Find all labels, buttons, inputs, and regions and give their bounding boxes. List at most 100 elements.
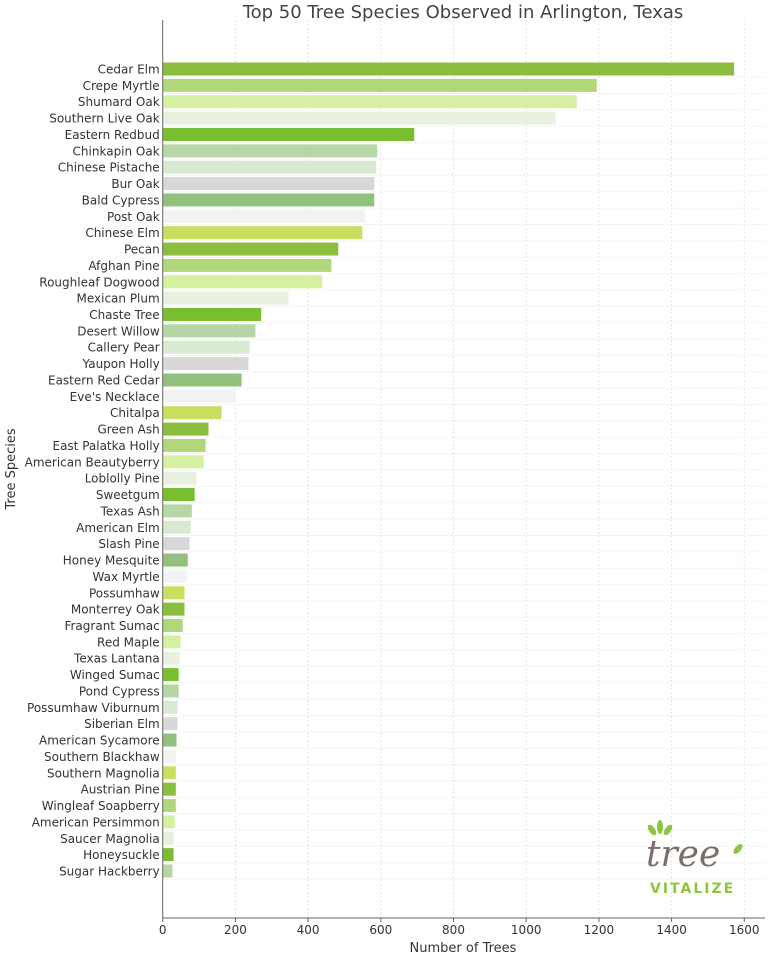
bar bbox=[162, 782, 176, 796]
bar bbox=[162, 488, 195, 502]
bar bbox=[162, 160, 377, 174]
logo-sub: VITALIZE bbox=[650, 881, 735, 897]
leaf-icon bbox=[647, 820, 743, 854]
bar bbox=[162, 78, 597, 92]
grid bbox=[162, 20, 765, 918]
bar bbox=[162, 455, 204, 469]
bar bbox=[162, 749, 176, 763]
y-tick-label: Monterrey Oak bbox=[71, 603, 160, 617]
x-axis-label: Number of Trees bbox=[410, 941, 517, 956]
bar bbox=[162, 766, 176, 780]
y-tick-label: Texas Ash bbox=[100, 504, 160, 518]
bar bbox=[162, 291, 289, 305]
y-tick-label: Southern Magnolia bbox=[47, 766, 160, 780]
bar bbox=[162, 602, 185, 616]
bar bbox=[162, 799, 176, 813]
y-tick-label: American Beautyberry bbox=[25, 455, 160, 469]
bar bbox=[162, 438, 206, 452]
bar bbox=[162, 717, 178, 731]
x-tick-label: 1600 bbox=[729, 923, 760, 937]
y-tick-label: Honeysuckle bbox=[83, 848, 160, 862]
bar bbox=[162, 275, 323, 289]
bar bbox=[162, 357, 249, 371]
bar bbox=[162, 684, 179, 698]
y-tick-label: American Elm bbox=[76, 521, 160, 535]
y-tick-label: Eve's Necklace bbox=[70, 390, 160, 404]
x-tick-label: 1000 bbox=[511, 923, 542, 937]
bar bbox=[162, 733, 177, 747]
bar bbox=[162, 700, 178, 714]
bar bbox=[162, 324, 256, 338]
y-tick-label: East Palatka Holly bbox=[52, 439, 159, 453]
y-tick-label: Mexican Plum bbox=[76, 292, 159, 306]
y-tick-label: Eastern Red Cedar bbox=[48, 373, 160, 387]
y-tick-label: Sugar Hackberry bbox=[59, 865, 160, 879]
y-tick-label: Eastern Redbud bbox=[65, 128, 160, 142]
bar bbox=[162, 569, 187, 583]
bar bbox=[162, 537, 190, 551]
y-tick-label: Sweetgum bbox=[96, 488, 160, 502]
bar bbox=[162, 226, 363, 240]
y-tick-label: Honey Mesquite bbox=[63, 554, 160, 568]
bar bbox=[162, 864, 173, 878]
y-tick-label: Wingleaf Soapberry bbox=[42, 799, 160, 813]
bar bbox=[162, 193, 375, 207]
bar bbox=[162, 635, 181, 649]
x-tick-label: 1400 bbox=[656, 923, 687, 937]
y-tick-label: Austrian Pine bbox=[81, 783, 160, 797]
y-tick-label: Southern Live Oak bbox=[49, 112, 160, 126]
y-tick-label: Desert Willow bbox=[77, 324, 160, 338]
bar bbox=[162, 389, 236, 403]
y-tick-label: Possumhaw bbox=[89, 586, 160, 600]
bar bbox=[162, 127, 415, 141]
bar bbox=[162, 520, 191, 534]
x-tick-label: 400 bbox=[297, 923, 320, 937]
y-tick-label: American Sycamore bbox=[39, 734, 160, 748]
x-tick-label: 200 bbox=[224, 923, 247, 937]
y-tick-label: Chinese Elm bbox=[85, 226, 159, 240]
bar bbox=[162, 668, 179, 682]
bar bbox=[162, 209, 366, 223]
bar bbox=[162, 111, 556, 125]
tree-vitalize-logo: tree VITALIZE bbox=[646, 820, 743, 897]
bar bbox=[162, 95, 577, 109]
y-tick-label: Red Maple bbox=[97, 635, 160, 649]
y-tick-label: Chinkapin Oak bbox=[73, 144, 160, 158]
y-tick-label: Slash Pine bbox=[98, 537, 159, 551]
chart-title: Top 50 Tree Species Observed in Arlingto… bbox=[242, 2, 684, 23]
bar bbox=[162, 406, 222, 420]
y-tick-label: Bur Oak bbox=[111, 177, 159, 191]
x-tick-label: 800 bbox=[442, 923, 465, 937]
bars bbox=[162, 62, 735, 878]
bar bbox=[162, 504, 192, 518]
y-tick-label: Southern Blackhaw bbox=[44, 750, 160, 764]
bar bbox=[162, 62, 735, 76]
x-tick-label: 0 bbox=[159, 923, 167, 937]
x-tick-label: 1200 bbox=[584, 923, 615, 937]
y-tick-label: Possumhaw Viburnum bbox=[27, 701, 160, 715]
x-tick-label: 600 bbox=[369, 923, 392, 937]
logo-word: tree bbox=[646, 834, 720, 875]
bar bbox=[162, 340, 250, 354]
y-tick-label: Bald Cypress bbox=[82, 193, 160, 207]
bar bbox=[162, 553, 188, 567]
y-tick-label: Crepe Myrtle bbox=[83, 79, 160, 93]
y-tick-label: Post Oak bbox=[107, 210, 160, 224]
bar bbox=[162, 471, 197, 485]
y-tick-label: Wax Myrtle bbox=[93, 570, 160, 584]
y-tick-label: Chaste Tree bbox=[89, 308, 160, 322]
bar bbox=[162, 831, 174, 845]
bar bbox=[162, 373, 242, 387]
bar bbox=[162, 848, 174, 862]
bar bbox=[162, 242, 339, 256]
bar bbox=[162, 308, 262, 322]
y-tick-labels: Cedar Elm Crepe Myrtle Shumard Oak Southern… bbox=[25, 63, 160, 879]
y-tick-label: Roughleaf Dogwood bbox=[39, 275, 159, 289]
y-tick-label: Loblolly Pine bbox=[85, 472, 160, 486]
y-tick-label: Texas Lantana bbox=[73, 652, 160, 666]
y-tick-label: Pond Cypress bbox=[79, 684, 160, 698]
bar bbox=[162, 815, 175, 829]
y-tick-label: Shumard Oak bbox=[78, 95, 160, 109]
x-tick-labels: 0 200 400 600 800 1000 1200 1400 1600 bbox=[159, 918, 760, 937]
